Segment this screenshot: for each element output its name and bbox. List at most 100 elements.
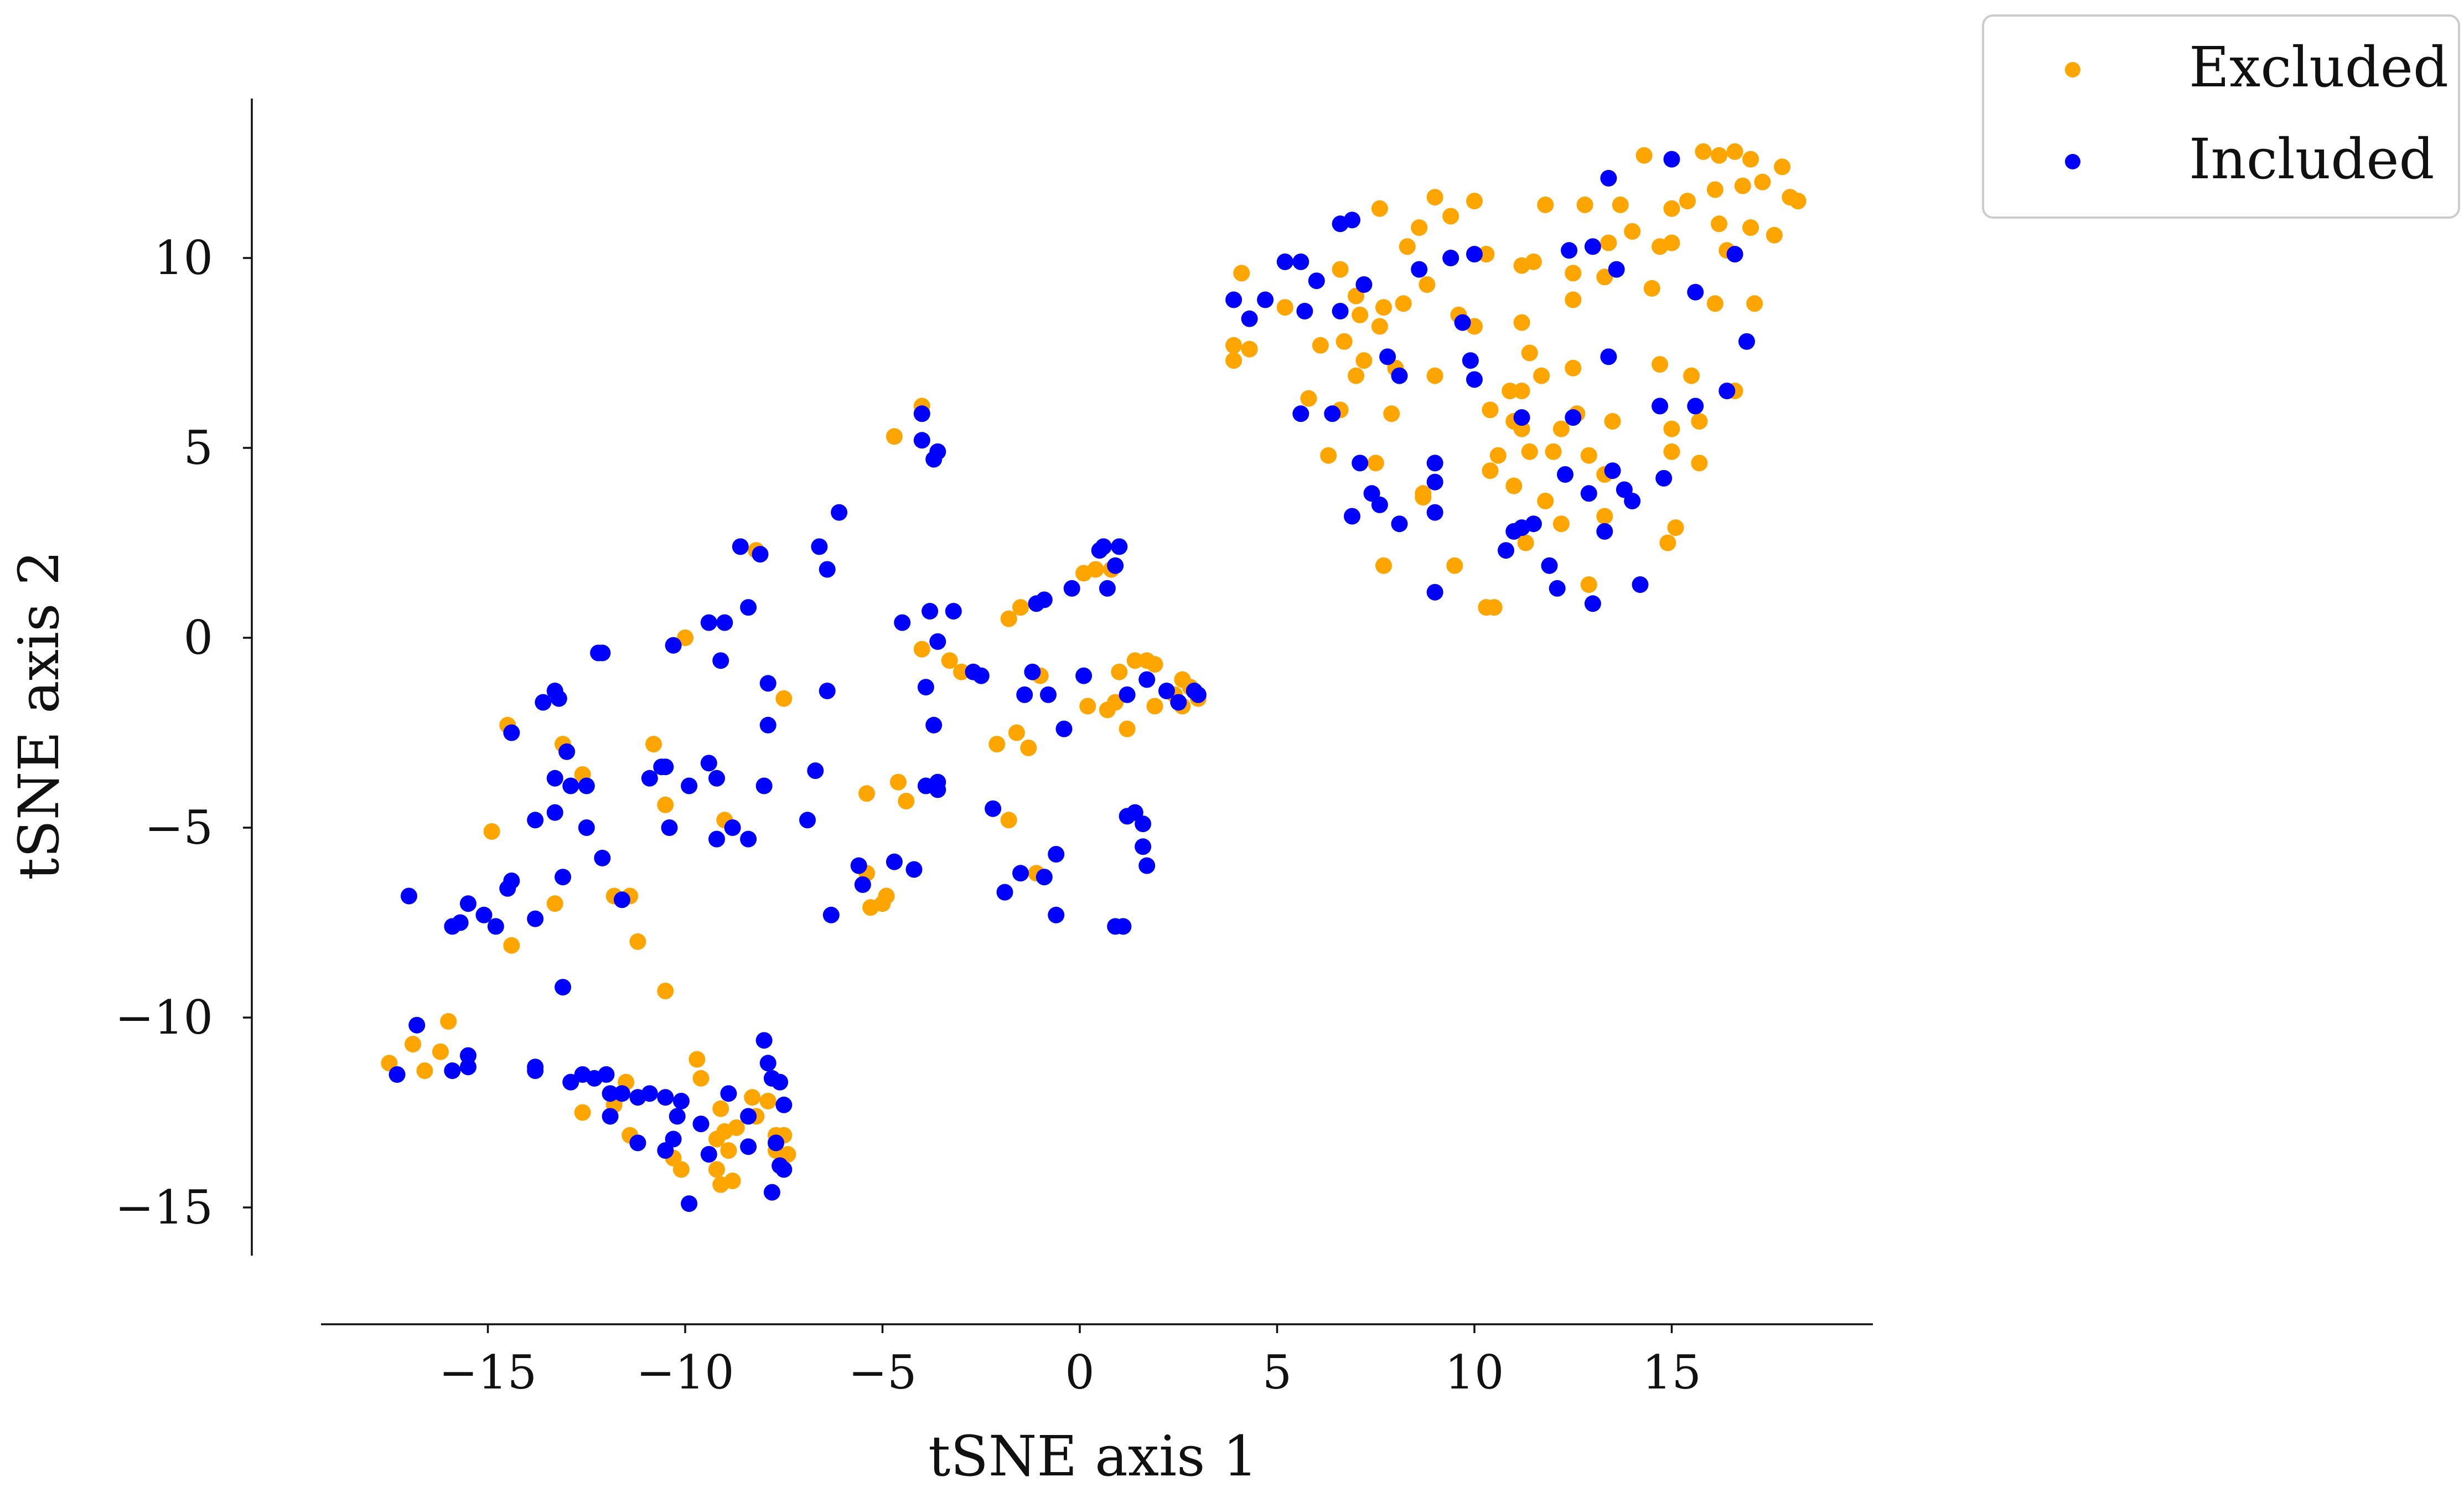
point-included xyxy=(913,432,930,449)
point-included xyxy=(400,887,417,905)
point-excluded xyxy=(744,1089,761,1106)
point-excluded xyxy=(1734,177,1751,194)
point-included xyxy=(1561,242,1578,259)
point-included xyxy=(1652,398,1669,415)
point-included xyxy=(657,1089,674,1106)
point-excluded xyxy=(1663,234,1680,251)
point-excluded xyxy=(913,641,930,658)
point-excluded xyxy=(546,895,563,912)
point-included xyxy=(1466,371,1483,388)
point-included xyxy=(681,1195,698,1212)
y-tick-label: 0 xyxy=(184,611,213,665)
point-included xyxy=(1604,462,1621,479)
point-excluded xyxy=(1466,193,1483,210)
x-tick-label: 5 xyxy=(1262,1345,1292,1400)
point-included xyxy=(1115,918,1132,935)
point-excluded xyxy=(1706,181,1723,198)
point-excluded xyxy=(898,793,915,809)
point-included xyxy=(459,1047,477,1064)
point-excluded xyxy=(416,1062,433,1079)
point-excluded xyxy=(1426,189,1443,206)
point-excluded xyxy=(1119,720,1136,737)
legend-marker-excluded xyxy=(2065,62,2080,78)
point-included xyxy=(755,1032,773,1049)
point-excluded xyxy=(1335,333,1353,350)
point-included xyxy=(459,895,477,912)
point-included xyxy=(602,1108,619,1125)
point-included xyxy=(1549,580,1566,597)
point-excluded xyxy=(1276,299,1293,316)
point-excluded xyxy=(953,663,970,680)
point-included xyxy=(700,1146,717,1163)
point-excluded xyxy=(1552,515,1570,533)
point-excluded xyxy=(1663,200,1680,217)
point-included xyxy=(672,1092,690,1109)
point-included xyxy=(692,1116,710,1133)
point-excluded xyxy=(574,1104,591,1121)
point-included xyxy=(913,405,930,422)
point-excluded xyxy=(1537,493,1554,509)
point-included xyxy=(1687,283,1704,301)
legend-marker-included xyxy=(2065,154,2080,169)
point-included xyxy=(1391,367,1408,384)
point-excluded xyxy=(1537,197,1554,213)
point-excluded xyxy=(1000,610,1017,627)
point-included xyxy=(1158,683,1175,699)
point-included xyxy=(546,804,563,821)
point-included xyxy=(929,773,946,791)
point-excluded xyxy=(1352,306,1369,323)
point-excluded xyxy=(1020,739,1037,756)
point-included xyxy=(1355,276,1373,293)
point-excluded xyxy=(1426,367,1443,384)
point-included xyxy=(1040,686,1057,703)
point-included xyxy=(1498,542,1514,559)
point-included xyxy=(759,1055,777,1072)
point-excluded xyxy=(1667,519,1684,536)
point-excluded xyxy=(1679,193,1696,210)
point-included xyxy=(665,637,682,654)
point-excluded xyxy=(1332,261,1349,278)
legend: Excluded Included xyxy=(1982,14,2460,219)
point-included xyxy=(740,599,757,616)
point-excluded xyxy=(677,629,693,646)
point-excluded xyxy=(1742,151,1759,168)
point-excluded xyxy=(405,1036,421,1052)
point-included xyxy=(1344,508,1360,525)
point-excluded xyxy=(1635,147,1653,164)
point-included xyxy=(1016,686,1033,703)
point-excluded xyxy=(1580,576,1597,593)
point-excluded xyxy=(1348,367,1365,384)
legend-label-included: Included xyxy=(2189,127,2435,192)
point-included xyxy=(708,830,725,848)
point-included xyxy=(716,614,733,631)
point-excluded xyxy=(1375,299,1392,316)
point-excluded xyxy=(1521,443,1538,460)
point-excluded xyxy=(988,736,1006,753)
point-included xyxy=(550,690,567,707)
point-excluded xyxy=(1446,557,1463,574)
point-included xyxy=(1584,238,1601,255)
point-excluded xyxy=(1371,318,1388,335)
x-axis: −15 −10 −5 0 5 10 15 xyxy=(321,1323,1873,1400)
point-excluded xyxy=(1375,557,1392,574)
y-axis-label: tSNE axis 2 xyxy=(7,550,71,880)
point-excluded xyxy=(759,1092,777,1109)
point-included xyxy=(905,861,923,878)
point-excluded xyxy=(1624,223,1641,240)
point-included xyxy=(1466,246,1483,263)
point-included xyxy=(763,1184,780,1201)
point-included xyxy=(555,869,571,886)
point-included xyxy=(1738,333,1755,350)
point-excluded xyxy=(1146,656,1163,673)
point-included xyxy=(1379,348,1396,365)
point-excluded xyxy=(1489,447,1507,464)
point-included xyxy=(1225,291,1243,308)
point-included xyxy=(772,1073,789,1091)
point-included xyxy=(1048,906,1065,923)
y-tick-label: −10 xyxy=(115,990,213,1045)
point-included xyxy=(598,1066,615,1083)
point-included xyxy=(819,683,836,699)
point-excluded xyxy=(1012,599,1029,616)
point-excluded xyxy=(1419,276,1436,293)
